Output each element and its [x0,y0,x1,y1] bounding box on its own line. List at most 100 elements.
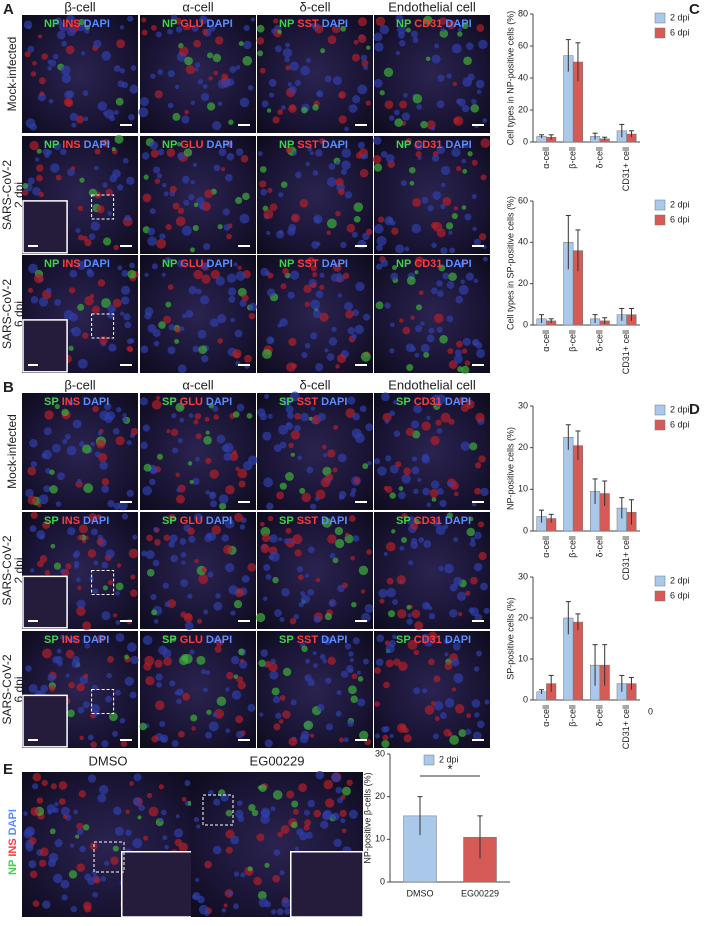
cell [73,809,79,815]
cell [357,17,367,27]
cell [213,70,218,76]
cell [335,178,344,187]
cell [228,585,239,595]
cell [62,439,68,445]
cell [325,798,335,808]
cell [338,494,345,500]
cell [121,296,130,305]
cell [316,90,324,98]
cell [194,412,202,420]
cell [177,364,187,374]
cell [392,599,398,606]
cell [390,272,399,281]
cell [255,612,266,623]
micrograph [257,512,373,629]
cell [141,17,147,23]
cell [476,24,485,32]
cell [66,445,77,456]
cell [437,74,445,82]
cell [231,690,242,700]
cell [55,174,62,181]
cell [60,806,70,816]
row-label: SARS-CoV-2 [0,654,14,724]
cell [188,413,194,418]
cell [78,790,87,798]
cell [357,84,368,95]
cell [335,538,345,549]
cell [182,692,191,701]
cell [153,166,161,174]
cell [287,227,296,236]
cell [174,17,182,25]
cell [41,779,48,787]
cell [351,53,360,62]
cell [55,501,62,507]
cell [279,870,285,876]
cell [138,107,149,118]
stain-word: INS [62,634,80,646]
cell [381,392,390,402]
cell [378,588,388,599]
cell [365,100,371,106]
cell [162,835,168,841]
cell [146,792,153,799]
cell [204,416,210,422]
cell [180,552,187,558]
cell [79,735,84,741]
cell [297,455,303,461]
cell [313,216,320,223]
cell [313,615,321,623]
stain-word: DAPI [207,258,233,270]
cell [257,50,264,57]
cell [470,104,480,113]
column-header: Endothelial cell [388,377,476,392]
cell [352,535,360,542]
cell [290,452,295,457]
stain-word: SST [297,139,319,151]
cell [118,500,128,511]
cell [440,247,448,255]
cell [451,212,458,220]
cell [329,552,336,559]
cell [66,637,71,643]
cell [267,413,273,419]
cell [101,478,110,486]
cell [457,27,463,32]
cell [398,486,404,491]
cell [182,25,188,31]
legend-label: 6 dpi [670,590,690,600]
cell [195,288,202,295]
cell [456,591,467,601]
cell [222,78,231,88]
y-axis-label: Cell types in NP-positive cells (%) [505,11,515,146]
legend-swatch [654,27,666,39]
cell [107,655,114,663]
cell [347,396,356,405]
y-tick-label: 20 [518,104,528,114]
cell [243,40,252,50]
cell [205,457,212,464]
cell [267,187,273,193]
cell [335,160,341,166]
cell [375,263,383,270]
cell [175,216,186,227]
cell [422,487,430,496]
cell [298,601,304,608]
cell [48,852,59,863]
cell [407,639,418,650]
cell [237,287,247,297]
cell [434,43,440,49]
cell [315,290,324,299]
cell [460,260,466,265]
cell [192,894,198,900]
cell [162,183,167,188]
cell [99,336,108,345]
cell [407,613,412,618]
cell [169,680,176,687]
cell [237,265,242,270]
cell [268,78,277,87]
cell [396,24,407,34]
stain-word: INS [62,18,80,30]
cell [237,468,248,479]
cell [198,574,209,585]
